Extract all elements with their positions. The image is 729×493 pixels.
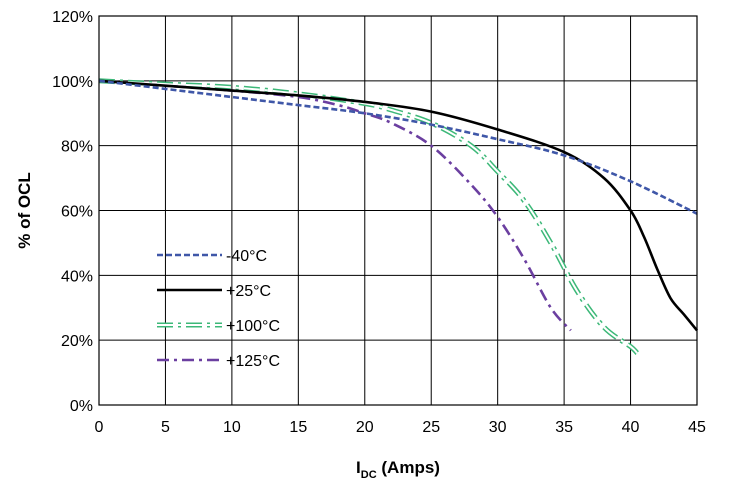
x-axis-title: IDC (Amps) xyxy=(356,458,440,481)
x-tick-label: 0 xyxy=(95,419,104,436)
series-line-40c xyxy=(98,79,698,215)
series-line-25c xyxy=(98,79,699,332)
x-tick-label: 25 xyxy=(422,419,440,436)
series-lines xyxy=(98,78,699,355)
y-tick-label: 20% xyxy=(61,333,93,350)
x-axis-title-main: I xyxy=(356,458,361,477)
y-axis-title: % of OCL xyxy=(15,172,34,249)
x-tick-label: 30 xyxy=(489,419,507,436)
x-tick-label: 20 xyxy=(356,419,374,436)
legend-label: +100°C xyxy=(226,318,280,335)
y-tick-label: 40% xyxy=(61,268,93,285)
x-tick-label: 10 xyxy=(223,419,241,436)
y-tick-label: 60% xyxy=(61,204,93,221)
series-line-100c-inner xyxy=(98,79,638,354)
y-tick-label: 80% xyxy=(61,139,93,156)
legend-label: -40°C xyxy=(226,248,267,265)
y-tick-label: 120% xyxy=(52,9,93,26)
series-line-125c xyxy=(98,79,572,332)
x-tick-label: 5 xyxy=(161,419,170,436)
legend-label: +25°C xyxy=(226,283,271,300)
x-tick-label: 40 xyxy=(622,419,640,436)
series-line-100c xyxy=(98,78,639,355)
legend-label: +125°C xyxy=(226,353,280,370)
y-tick-label: 0% xyxy=(70,398,93,415)
x-tick-label: 35 xyxy=(555,419,573,436)
tick-labels: 0 5 10 15 20 25 30 35 40 45 0% 20% 40% 60% 80% 100% 120% xyxy=(52,9,706,436)
x-axis-title-rest: (Amps) xyxy=(377,458,440,477)
y-tick-label: 100% xyxy=(52,74,93,91)
grid xyxy=(98,15,698,406)
legend: -40°C +25°C +100°C +125°C xyxy=(157,248,280,370)
x-tick-label: 15 xyxy=(289,419,307,436)
x-tick-label: 45 xyxy=(688,419,706,436)
x-axis-title-subscript: DC xyxy=(361,469,377,481)
plot-frame xyxy=(98,15,698,406)
